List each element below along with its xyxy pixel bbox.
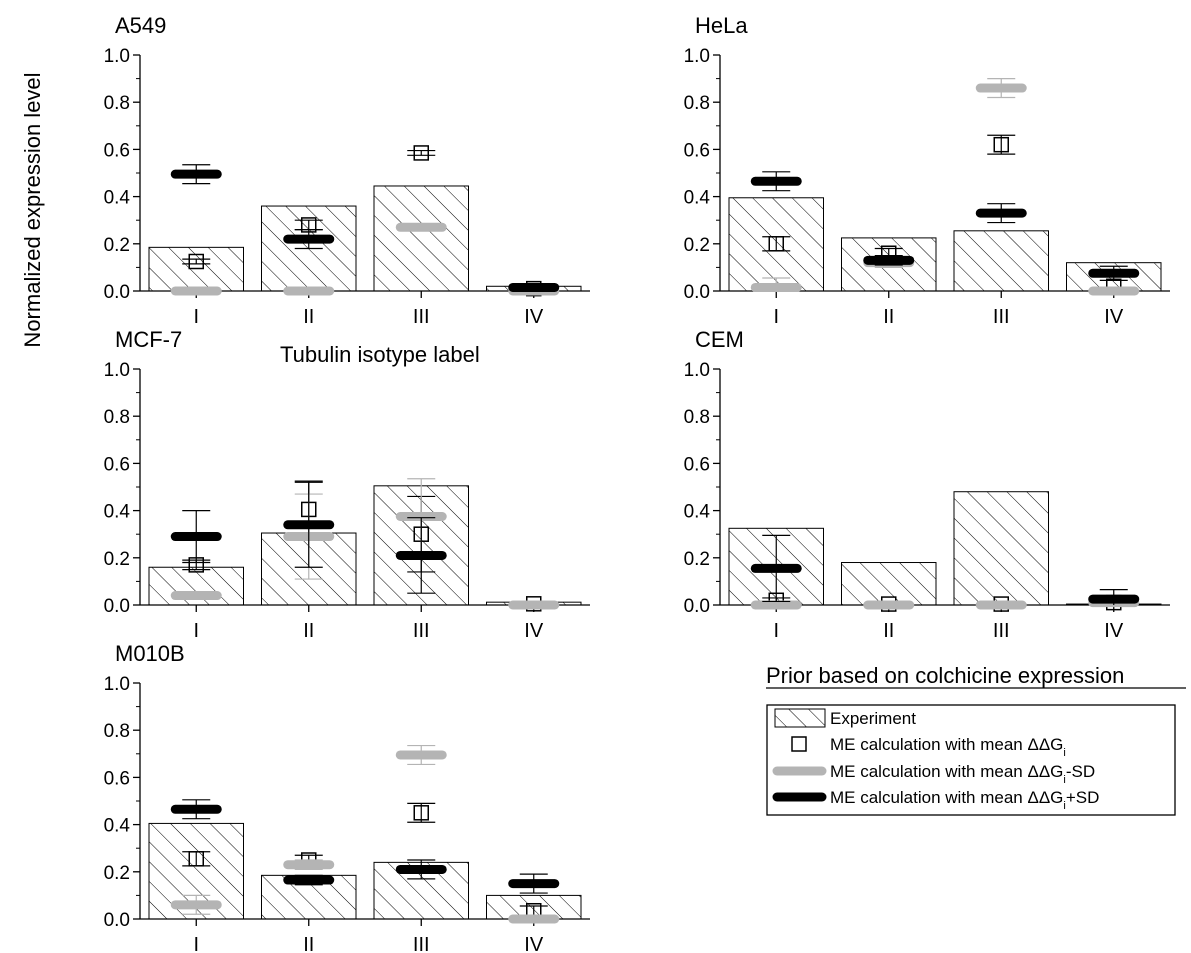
- legend-label-me-mean: ME calculation with mean ΔΔGi: [830, 735, 1066, 759]
- panel-title: A549: [115, 13, 166, 38]
- panel-mcf-7: MCF-70.00.20.40.60.81.0I II III IV: [104, 327, 590, 642]
- y-tick-label: 0.2: [104, 235, 130, 256]
- x-tick-label: I: [193, 934, 199, 953]
- y-tick-label: 0.0: [104, 910, 130, 931]
- x-tick-label: I: [773, 620, 779, 642]
- y-tick-label: 0.4: [104, 816, 131, 837]
- y-tick-label: 0.8: [684, 93, 710, 114]
- legend-marker-me-mean: [791, 736, 807, 752]
- y-tick-label: 0.8: [104, 407, 130, 428]
- legend-label-me-minus-sd: ME calculation with mean ΔΔGi-SD: [830, 762, 1095, 786]
- x-tick-label: II: [303, 620, 314, 642]
- y-tick-label: 0.0: [684, 282, 710, 303]
- y-tick-label: 0.2: [684, 549, 710, 570]
- point-me-mean: [768, 236, 784, 252]
- panel-title: M010B: [115, 641, 185, 666]
- bar-experiment: [953, 230, 1049, 292]
- legend-label-me-plus-sd: ME calculation with mean ΔΔGi+SD: [830, 788, 1099, 812]
- x-tick-label: IV: [1104, 306, 1124, 328]
- point-me-mean: [413, 145, 429, 161]
- y-tick-label: 0.2: [104, 549, 130, 570]
- y-tick-label: 0.2: [684, 235, 710, 256]
- bar-experiment: [953, 491, 1049, 606]
- error-bar-me-mean: [182, 258, 211, 265]
- y-tick-label: 1.0: [104, 46, 130, 67]
- y-tick-label: 0.0: [684, 596, 710, 617]
- legend-title: Prior based on colchicine expression: [766, 663, 1124, 688]
- y-tick-label: 0.2: [104, 863, 130, 884]
- y-tick-label: 1.0: [104, 360, 130, 381]
- point-me-mean: [188, 851, 204, 867]
- bar-experiment: [373, 185, 469, 292]
- y-tick-label: 0.4: [684, 502, 711, 523]
- x-tick-label: II: [303, 306, 314, 328]
- legend-label-experiment: Experiment: [830, 709, 916, 728]
- panel-title: HeLa: [695, 13, 748, 38]
- x-tick-label: II: [883, 306, 894, 328]
- legend-box: [766, 704, 1176, 816]
- x-tick-label: II: [303, 934, 314, 953]
- y-tick-label: 0.8: [684, 407, 710, 428]
- x-axis-label: Tubulin isotype label: [280, 342, 480, 367]
- y-tick-label: 0.0: [104, 282, 130, 303]
- y-tick-label: 1.0: [684, 46, 710, 67]
- y-tick-label: 0.6: [104, 768, 130, 789]
- x-tick-label: III: [413, 620, 430, 642]
- y-tick-label: 0.6: [684, 454, 710, 475]
- y-axis-label: Normalized expression level: [20, 72, 45, 347]
- y-tick-label: 1.0: [684, 360, 710, 381]
- x-tick-label: IV: [524, 620, 544, 642]
- y-tick-label: 0.4: [684, 188, 711, 209]
- panel-title: CEM: [695, 327, 744, 352]
- x-tick-label: III: [413, 306, 430, 328]
- x-tick-label: I: [773, 306, 779, 328]
- y-tick-label: 0.6: [104, 454, 130, 475]
- y-tick-label: 0.6: [684, 140, 710, 161]
- y-tick-label: 0.0: [104, 596, 130, 617]
- error-bar-me-mean: [407, 149, 436, 156]
- legend: Prior based on colchicine expression Exp…: [766, 663, 1186, 816]
- x-tick-label: IV: [524, 306, 544, 328]
- x-tick-label: IV: [1104, 620, 1124, 642]
- y-tick-label: 0.4: [104, 188, 131, 209]
- panel-title: MCF-7: [115, 327, 182, 352]
- y-tick-label: 0.6: [104, 140, 130, 161]
- y-tick-label: 0.4: [104, 502, 131, 523]
- y-tick-label: 0.8: [104, 721, 130, 742]
- x-tick-label: IV: [524, 934, 544, 953]
- x-tick-label: III: [993, 620, 1010, 642]
- x-tick-label: III: [413, 934, 430, 953]
- x-tick-label: II: [883, 620, 894, 642]
- x-tick-label: III: [993, 306, 1010, 328]
- y-tick-label: 1.0: [104, 674, 130, 695]
- point-me-mean: [993, 136, 1009, 153]
- x-tick-label: I: [193, 306, 199, 328]
- y-tick-label: 0.8: [104, 93, 130, 114]
- point-me-mean: [188, 253, 204, 270]
- point-me-mean: [413, 805, 429, 821]
- bar-experiment: [841, 562, 937, 606]
- legend-swatch-experiment: [774, 708, 826, 728]
- x-tick-label: I: [193, 620, 199, 642]
